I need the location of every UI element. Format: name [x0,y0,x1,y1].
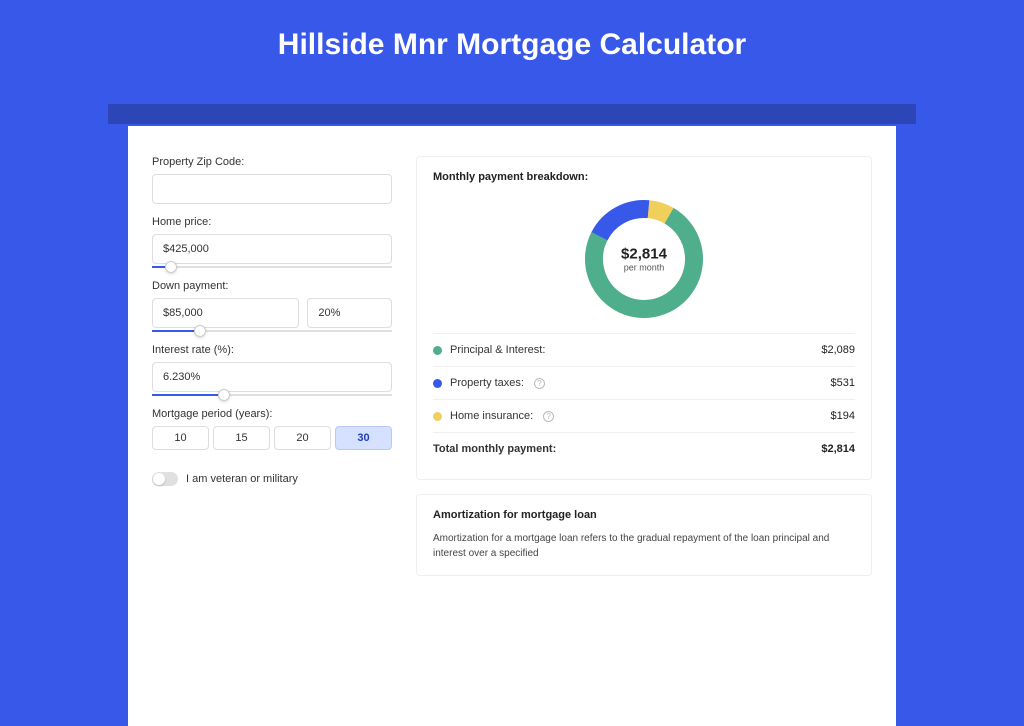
output-column: Monthly payment breakdown: $2,814 per mo… [416,156,872,696]
home-price-slider-thumb[interactable] [165,261,177,273]
period-button-30[interactable]: 30 [335,426,392,450]
legend-label: Home insurance: [450,410,533,422]
legend-amount: $531 [831,377,855,389]
info-icon[interactable]: ? [543,411,554,422]
down-payment-slider-thumb[interactable] [194,325,206,337]
legend-label: Property taxes: [450,377,524,389]
input-column: Property Zip Code: Home price: Down paym… [152,156,392,696]
legend-row: Principal & Interest: $2,089 [433,333,855,366]
calculator-card: Property Zip Code: Home price: Down paym… [128,126,896,726]
legend-row: Home insurance:? $194 [433,399,855,432]
down-payment-slider[interactable] [152,330,392,332]
interest-rate-input[interactable] [152,362,392,392]
down-payment-slider-fill [152,330,200,332]
home-price-label: Home price: [152,216,392,228]
info-icon[interactable]: ? [534,378,545,389]
amortization-text: Amortization for a mortgage loan refers … [433,531,855,561]
home-price-input[interactable] [152,234,392,264]
legend-dot [433,346,442,355]
legend-dot [433,379,442,388]
legend-dot [433,412,442,421]
donut-sub: per month [621,263,667,273]
down-payment-input[interactable] [152,298,299,328]
page-title: Hillside Mnr Mortgage Calculator [0,0,1024,80]
breakdown-panel: Monthly payment breakdown: $2,814 per mo… [416,156,872,480]
veteran-toggle-knob [153,473,165,485]
legend-amount: $2,089 [821,344,855,356]
down-payment-pct-input[interactable] [307,298,392,328]
veteran-toggle-label: I am veteran or military [186,473,298,485]
zip-label: Property Zip Code: [152,156,392,168]
legend-total-amount: $2,814 [821,443,855,455]
amortization-title: Amortization for mortgage loan [433,509,855,521]
legend-total-label: Total monthly payment: [433,443,556,455]
period-button-20[interactable]: 20 [274,426,331,450]
period-button-10[interactable]: 10 [152,426,209,450]
donut-chart: $2,814 per month [584,199,704,319]
legend-total-row: Total monthly payment: $2,814 [433,432,855,465]
legend-amount: $194 [831,410,855,422]
interest-rate-label: Interest rate (%): [152,344,392,356]
donut-amount: $2,814 [621,246,667,263]
veteran-toggle[interactable] [152,472,178,486]
period-button-group: 10152030 [152,426,392,450]
period-button-15[interactable]: 15 [213,426,270,450]
zip-input[interactable] [152,174,392,204]
interest-rate-slider-thumb[interactable] [218,389,230,401]
legend-row: Property taxes:? $531 [433,366,855,399]
legend: Principal & Interest: $2,089 Property taxe… [433,333,855,432]
interest-rate-slider-fill [152,394,224,396]
breakdown-title: Monthly payment breakdown: [433,171,855,183]
period-label: Mortgage period (years): [152,408,392,420]
home-price-slider[interactable] [152,266,392,268]
legend-label: Principal & Interest: [450,344,545,356]
interest-rate-slider[interactable] [152,394,392,396]
amortization-panel: Amortization for mortgage loan Amortizat… [416,494,872,576]
down-payment-label: Down payment: [152,280,392,292]
donut-center: $2,814 per month [621,246,667,273]
donut-chart-wrap: $2,814 per month [433,193,855,333]
card-shadow [108,104,916,124]
